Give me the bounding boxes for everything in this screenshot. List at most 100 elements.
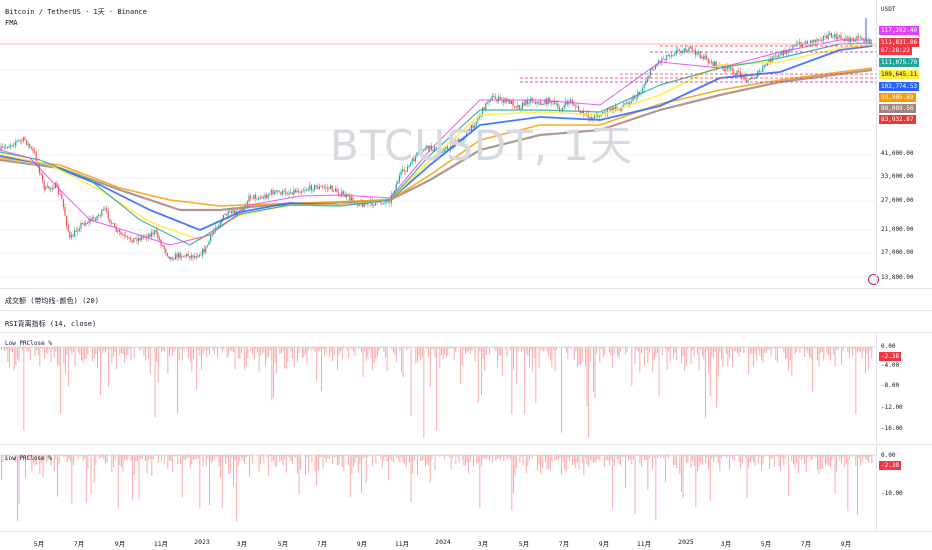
- candle-body: [27, 143, 29, 145]
- low-prclose-bar: [375, 455, 377, 463]
- low-prclose-bar: [114, 455, 116, 460]
- low-prclose-bar: [415, 455, 417, 457]
- pane-separator[interactable]: [0, 288, 932, 289]
- symbol-title[interactable]: Bitcoin / TetherUS · 1天 · Binance: [5, 8, 147, 16]
- candle-body: [166, 253, 168, 257]
- low-prclose-bar: [284, 347, 286, 369]
- low-prclose-bar: [4, 455, 6, 456]
- low-prclose-bar: [39, 455, 41, 475]
- low-prclose-bar: [476, 455, 478, 464]
- low-prclose-bar: [405, 347, 407, 350]
- time-axis[interactable]: 5月 7月 9月 11月 2023 3月 5月 7月 9月 11月 2024 3…: [0, 531, 876, 550]
- low-prclose-bar: [519, 347, 521, 348]
- low-prclose-bar: [98, 455, 100, 460]
- candle-body: [293, 190, 295, 195]
- candle-body: [261, 197, 263, 199]
- low-prclose-bar: [66, 347, 68, 356]
- low-prclose-bar: [631, 347, 633, 386]
- candle-body: [730, 67, 732, 69]
- candle-body: [270, 190, 272, 194]
- low-prclose-bar: [791, 347, 793, 376]
- low-prclose-bar: [231, 455, 233, 458]
- low-prclose-bar: [556, 455, 558, 460]
- candle-body: [555, 103, 557, 105]
- low-prclose-bar: [421, 455, 423, 461]
- candle-body: [854, 40, 856, 42]
- price-pane[interactable]: BTCUSDT, 1天 Bitcoin / TetherUS · 1天 · Bi…: [0, 0, 879, 287]
- low-prclose-bar: [361, 455, 362, 494]
- pane-separator[interactable]: [0, 444, 932, 445]
- low-prclose-bar: [857, 455, 858, 515]
- low-prclose-bars-1[interactable]: [0, 333, 876, 443]
- low-prclose-pane-2[interactable]: Low PRClose %: [0, 445, 876, 530]
- low-prclose-bar: [100, 455, 102, 458]
- low-prclose-bar: [319, 347, 321, 351]
- pane-separator[interactable]: [0, 310, 932, 311]
- candle-body: [787, 51, 789, 53]
- low-prclose-bar: [837, 455, 839, 457]
- low-prclose-bar: [121, 455, 122, 468]
- time-label: 3月: [720, 540, 732, 548]
- low-prclose-bar: [482, 455, 484, 459]
- low-prclose-bar: [567, 347, 569, 359]
- low-prclose-bar: [557, 455, 559, 461]
- low-prclose-bar: [692, 347, 694, 351]
- candle-body: [32, 148, 34, 151]
- low-prclose-bar: [465, 455, 466, 466]
- low-prclose-bar: [29, 455, 31, 461]
- low-prclose-bar: [375, 347, 377, 360]
- low-prclose-bars-2[interactable]: [0, 445, 876, 530]
- low-prclose-bar: [77, 455, 79, 460]
- low-prclose-bar: [708, 455, 710, 470]
- pane1-scale[interactable]: 0.00 -2.38 -4.00 -8.00 -12.00 -16.00: [876, 333, 932, 443]
- candle-body: [760, 71, 762, 73]
- low-prclose-bar: [2, 347, 4, 349]
- low-prclose-bar: [476, 347, 478, 348]
- low-prclose-bar: [237, 347, 239, 359]
- candle-body: [110, 222, 112, 224]
- low-prclose-bar: [525, 455, 527, 474]
- low-prclose-bar: [479, 347, 481, 352]
- low-prclose-bar: [569, 455, 570, 462]
- low-prclose-bar: [786, 347, 788, 359]
- candle-body: [138, 237, 140, 242]
- candle-body: [664, 58, 666, 60]
- candle-body: [518, 105, 520, 110]
- candle-body: [274, 191, 276, 195]
- low-prclose-bar: [671, 347, 673, 349]
- low-prclose-bar: [431, 455, 433, 460]
- low-prclose-bar: [420, 347, 422, 360]
- candle-body: [830, 33, 832, 38]
- price-scale[interactable]: USDT 117,292.40 111,831.06 07:28:23 111,075…: [876, 0, 932, 287]
- candle-body: [467, 129, 469, 133]
- low-prclose-bar: [561, 455, 562, 475]
- candle-body: [309, 185, 311, 190]
- rsi-indicator-label[interactable]: RSI背离指标 (14, close): [5, 320, 97, 328]
- indicator-fma-label[interactable]: FMA: [5, 19, 18, 27]
- low-prclose-bar: [500, 455, 502, 461]
- volume-indicator-label[interactable]: 成交额 (带均线-颜色) (20): [5, 297, 99, 305]
- low-prclose-bar: [767, 347, 769, 351]
- low-prclose-bar: [549, 455, 551, 471]
- low-prclose-bar: [567, 455, 569, 458]
- candle-body: [304, 190, 306, 192]
- low-prclose-pane-1[interactable]: Low PRClose %: [0, 333, 876, 443]
- pane-separator[interactable]: [0, 332, 932, 333]
- low-prclose-bar: [343, 347, 345, 349]
- candle-body: [638, 91, 640, 95]
- low-prclose-bar: [68, 347, 70, 387]
- price-chart-canvas[interactable]: [0, 0, 876, 287]
- low-prclose-bar: [799, 347, 801, 353]
- low-prclose-bar: [84, 347, 86, 360]
- candle-body: [669, 55, 671, 57]
- candle-body: [523, 102, 525, 106]
- low-prclose-bar: [185, 347, 186, 349]
- currency-label[interactable]: USDT: [881, 6, 896, 13]
- time-label: 3月: [236, 540, 248, 548]
- low-prclose-bar: [498, 455, 500, 459]
- low-prclose-bar: [287, 455, 289, 457]
- pane2-scale[interactable]: 0.00 -2.38 -10.00: [876, 445, 932, 530]
- event-flag-icon[interactable]: [868, 274, 879, 285]
- candle-body: [614, 106, 616, 111]
